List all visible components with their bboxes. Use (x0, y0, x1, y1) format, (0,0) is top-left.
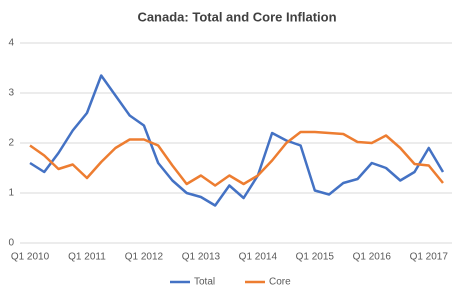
x-tick-label: Q1 2013 (182, 252, 221, 263)
line-series (29, 74, 445, 207)
chart-title: Canada: Total and Core Inflation (137, 9, 336, 24)
x-tick-label: Q1 2010 (11, 252, 50, 263)
y-tick-label: 4 (8, 38, 14, 49)
x-tick-label: Q1 2014 (239, 252, 278, 263)
x-tick-label: Q1 2015 (296, 252, 335, 263)
x-tick-label: Q1 2016 (353, 252, 392, 263)
legend-label: Core (269, 277, 291, 288)
y-tick-label: 3 (8, 88, 14, 99)
y-tick-label: 1 (8, 188, 14, 199)
x-tick-label: Q1 2011 (68, 252, 106, 263)
y-tick-label: 2 (8, 138, 14, 149)
y-tick-label: 0 (8, 238, 14, 249)
x-tick-label: Q1 2012 (125, 252, 164, 263)
line-series (29, 130, 444, 187)
legend-label: Total (194, 277, 215, 288)
x-tick-label: Q1 2017 (410, 252, 449, 263)
